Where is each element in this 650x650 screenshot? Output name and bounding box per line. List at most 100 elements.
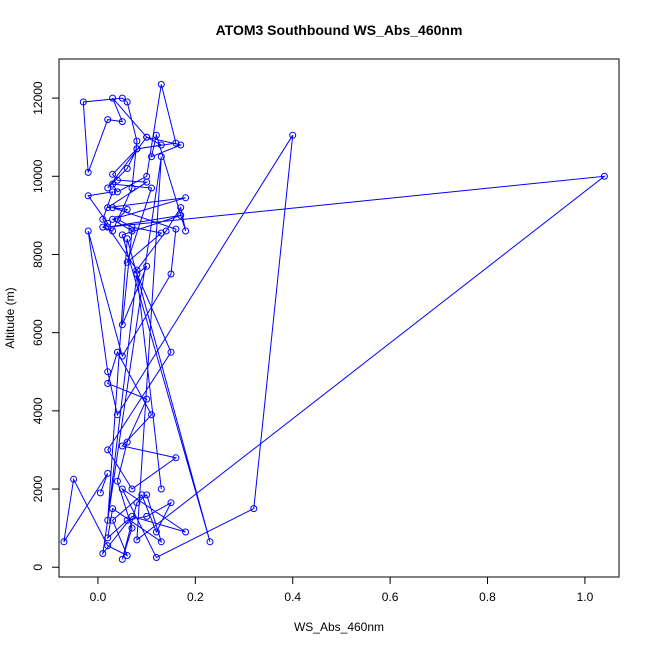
series-line [63,84,607,560]
data-point [128,223,136,231]
data-point [133,536,141,544]
x-axis-label: WS_Abs_460nm [294,620,384,634]
y-tick-label: 4000 [31,397,45,424]
data-point [118,555,126,563]
y-axis-label: Altitude (m) [3,287,17,348]
data-point [113,411,121,419]
x-tick-label: 0.2 [187,590,204,604]
data-point [177,204,185,212]
data-point [104,204,112,212]
data-point [109,94,117,102]
data-point [157,80,165,88]
data-point [206,538,214,546]
data-point [84,168,92,176]
data-point [113,477,121,485]
data-point [177,211,185,219]
data-point [113,348,121,356]
data-point [143,491,151,499]
data-point [104,219,112,227]
data-point [128,485,136,493]
data-point [138,491,146,499]
data-point [143,133,151,141]
data-point [148,184,155,192]
data-point [109,215,117,223]
data-point [128,227,136,235]
data-point [167,270,175,278]
data-point [84,227,92,235]
data-point [104,516,112,524]
data-point [118,485,126,493]
y-tick-label: 2000 [31,475,45,502]
data-point [123,165,131,172]
data-point [113,188,121,196]
data-point [84,192,92,200]
y-axis: 0 2000 4000 6000 8000 10000 12000 [31,81,60,571]
data-point [104,380,112,387]
data-point [143,395,151,403]
data-point [104,469,112,477]
data-point [104,223,112,231]
data-point [172,454,180,462]
data-point [109,505,117,513]
data-point [99,215,107,223]
x-tick-label: 0.6 [382,590,399,604]
data-point [118,94,126,102]
data-point [99,223,107,231]
data-point [600,172,608,180]
data-point [99,550,107,557]
data-point [157,229,165,237]
data-point [133,266,141,274]
data-point [104,534,112,542]
data-point [104,368,112,376]
data-point [133,270,141,278]
data-point [148,153,155,161]
data-point [143,512,151,520]
data-point [167,348,175,356]
chart-title: ATOM3 Southbound WS_Abs_460nm [216,22,463,38]
data-point [123,235,131,243]
data-point [123,516,131,524]
data-point [157,141,165,149]
data-point [123,552,131,559]
series-layer [60,80,608,563]
x-tick-label: 0.8 [479,590,496,604]
data-point [133,145,141,153]
y-tick-label: 12000 [31,81,45,115]
data-point [123,438,131,446]
data-point [157,485,165,493]
data-point [79,98,87,106]
data-point [109,180,117,188]
data-point [177,141,185,149]
data-point [128,512,136,520]
data-point [157,153,165,161]
data-point [104,542,112,550]
x-axis: 0.0 0.2 0.4 0.6 0.8 1.0 [90,576,594,604]
data-point [60,538,68,546]
data-point [128,524,136,532]
data-point [109,188,117,196]
data-point [113,176,121,184]
data-point [123,258,131,266]
y-tick-label: 0 [31,564,45,571]
data-point [104,446,112,454]
data-point [104,116,112,124]
x-tick-label: 1.0 [577,590,594,604]
data-point [172,139,180,147]
data-point [172,225,180,233]
data-point [152,131,160,139]
x-tick-label: 0.4 [284,590,301,604]
data-point [109,170,117,178]
data-point [182,528,190,536]
data-point [157,538,165,546]
data-point [118,118,126,126]
data-point [118,231,126,239]
data-point [128,184,136,192]
data-point [118,321,126,329]
data-point [109,227,117,235]
data-point [109,516,117,524]
data-point [96,489,104,497]
data-point [289,131,297,139]
data-point [109,204,117,212]
data-point [70,475,78,483]
